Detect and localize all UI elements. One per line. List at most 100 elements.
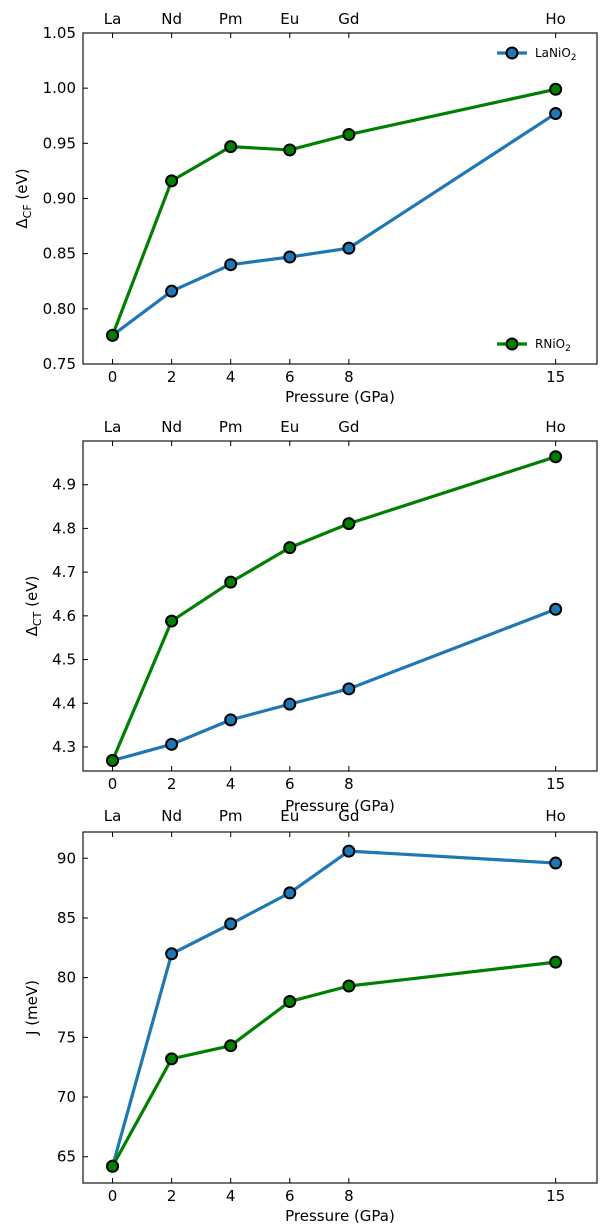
x-axis-label: Pressure (GPa) (285, 797, 395, 815)
legend-label-subscript: 2 (571, 53, 577, 63)
x-tick-label: 2 (167, 1187, 177, 1205)
y-tick-label: 1.00 (43, 79, 76, 97)
plot-frame (82, 831, 598, 1184)
top-element-label: La (104, 807, 122, 825)
top-element-label: Eu (280, 418, 299, 436)
plot-frame (82, 440, 598, 772)
y-tick-label: 0.80 (43, 300, 76, 318)
data-point-rnio2 (224, 140, 238, 154)
top-element-label: Nd (161, 807, 182, 825)
x-tick-label: 6 (285, 1187, 295, 1205)
y-tick-label: 4.4 (52, 694, 76, 712)
x-tick-label: 2 (167, 368, 177, 386)
legend-label-main: RNiO (535, 337, 565, 351)
series-line-lanio2 (110, 849, 556, 1167)
y-tick-label: 4.9 (52, 476, 76, 494)
top-element-label: Ho (545, 10, 565, 28)
x-tick-label: 15 (546, 368, 565, 386)
data-point-rnio2 (165, 174, 179, 188)
y-axis-label: J (meV) (23, 980, 41, 1036)
y-tick-label: 4.3 (52, 738, 76, 756)
x-tick-label: 6 (285, 775, 295, 793)
top-element-label: Ho (545, 807, 565, 825)
series-line-rnio2 (111, 455, 557, 762)
y-axis-label-main: J (meV) (23, 980, 41, 1036)
data-point-lanio2 (283, 697, 297, 711)
y-axis-label-main: Δ (23, 625, 41, 636)
top-element-label: Pm (219, 10, 243, 28)
data-point-lanio2 (224, 713, 238, 727)
x-tick-label: 15 (546, 1187, 565, 1205)
x-tick-label: 4 (226, 368, 236, 386)
data-point-lanio2 (283, 886, 297, 900)
data-point-rnio2 (283, 143, 297, 157)
legend-entry-rnio2: RNiO2 (497, 337, 571, 354)
top-element-label: Pm (219, 807, 243, 825)
plot-frame (82, 32, 598, 365)
data-point-lanio2 (224, 258, 238, 272)
top-element-label: Gd (338, 418, 359, 436)
chart-panel-3: 0 La 2 Nd 4 Pm 6 Eu 8 Gd 15 Ho 65 70 75 80 85 90 Pressure … (23, 807, 598, 1224)
data-point-rnio2 (224, 575, 238, 589)
x-tick-label: 8 (344, 368, 354, 386)
data-point-lanio2 (165, 284, 179, 298)
legend-label-main: LaNiO (535, 46, 571, 60)
y-tick-label: 0.95 (43, 134, 76, 152)
x-axis-label: Pressure (GPa) (285, 388, 395, 406)
y-axis-label-main: Δ (13, 218, 31, 229)
x-tick-label: 15 (546, 775, 565, 793)
top-element-label: Eu (280, 807, 299, 825)
data-point-rnio2 (165, 614, 179, 628)
y-axis-label-unit: (eV) (13, 168, 31, 204)
y-tick-label: 1.05 (43, 24, 76, 42)
series-line-lanio2 (112, 607, 557, 763)
y-tick-label: 75 (57, 1028, 76, 1046)
y-tick-label: 4.7 (52, 563, 76, 581)
legend-entry-lanio2: LaNiO2 (497, 46, 577, 63)
data-point-lanio2 (342, 844, 356, 858)
data-point-rnio2 (549, 450, 563, 464)
y-tick-label: 0.90 (43, 190, 76, 208)
data-point-rnio2 (342, 979, 356, 993)
data-point-rnio2 (165, 1052, 179, 1066)
x-tick-label: 0 (108, 368, 118, 386)
y-tick-label: 90 (57, 849, 76, 867)
data-point-rnio2 (283, 995, 297, 1009)
x-tick-label: 8 (344, 1187, 354, 1205)
x-tick-label: 2 (167, 775, 177, 793)
data-point-lanio2 (283, 250, 297, 264)
data-point-rnio2 (549, 955, 563, 969)
top-element-label: Gd (338, 10, 359, 28)
y-axis-label: ΔCF (eV) (13, 168, 34, 228)
data-point-lanio2 (549, 107, 563, 121)
top-element-label: Ho (545, 418, 565, 436)
y-tick-label: 0.75 (43, 355, 76, 373)
chart-panel-1: 0 La 2 Nd 4 Pm 6 Eu 8 Gd 15 Ho 0.75 0.80 0.85 0.90 0.95 1… (13, 10, 598, 406)
x-tick-label: 4 (226, 775, 236, 793)
top-element-label: Nd (161, 418, 182, 436)
y-tick-label: 85 (57, 909, 76, 927)
y-axis-label: ΔCT (eV) (23, 576, 44, 637)
data-point-rnio2 (106, 754, 120, 768)
legend-marker (505, 337, 519, 351)
y-axis-label-subscript: CF (21, 204, 34, 218)
data-point-lanio2 (549, 602, 563, 616)
y-tick-label: 0.85 (43, 245, 76, 263)
top-element-label: La (104, 418, 122, 436)
series-line-rnio2 (111, 960, 556, 1168)
data-point-lanio2 (342, 682, 356, 696)
top-element-label: La (104, 10, 122, 28)
data-point-lanio2 (549, 856, 563, 870)
y-axis-label-unit: (eV) (23, 576, 41, 612)
y-tick-label: 4.8 (52, 519, 76, 537)
data-point-rnio2 (283, 541, 297, 555)
data-point-rnio2 (224, 1039, 238, 1053)
x-tick-label: 0 (108, 1187, 118, 1205)
legend-label-subscript: 2 (565, 344, 571, 354)
x-tick-label: 6 (285, 368, 295, 386)
top-element-label: Pm (219, 418, 243, 436)
series-line-lanio2 (111, 112, 557, 337)
x-tick-label: 8 (344, 775, 354, 793)
data-point-lanio2 (342, 241, 356, 255)
